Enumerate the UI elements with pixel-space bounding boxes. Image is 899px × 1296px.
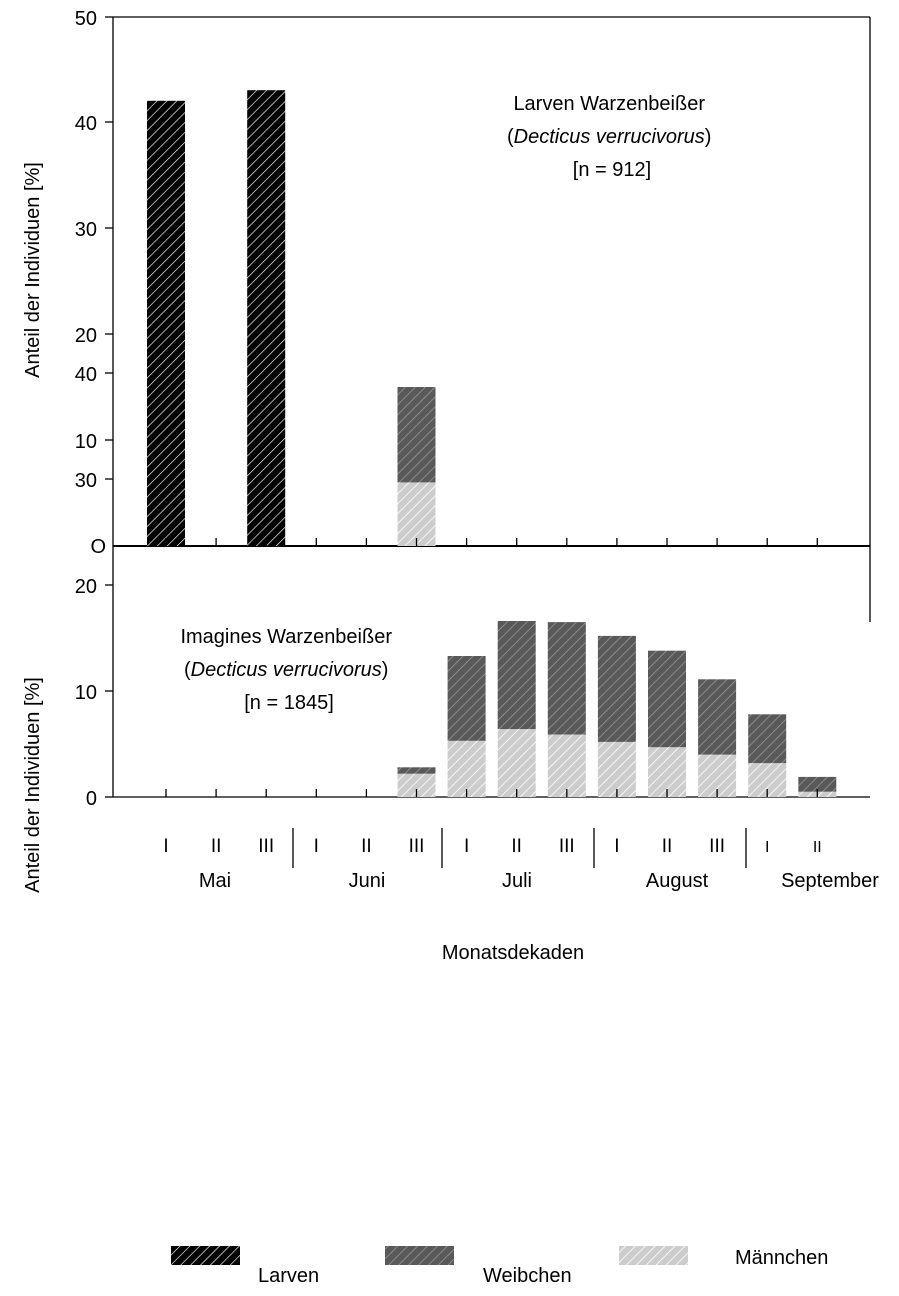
bottom-annotation-n: [n = 1845] — [244, 692, 334, 714]
x-decade-label: III — [409, 836, 425, 857]
bar-larven — [247, 90, 286, 546]
legend-swatch-maennchen — [619, 1246, 688, 1265]
x-decade-label: I — [464, 836, 469, 857]
month-labels: Mai Juni Juli August September — [199, 870, 879, 892]
y-tick-label: 10 — [75, 682, 97, 704]
x-decade-label: I — [314, 836, 319, 857]
bar-weibchen — [547, 622, 586, 735]
y-tick-label: 30 — [75, 470, 97, 492]
top-annotation-species: Decticus verrucivorus — [514, 126, 705, 148]
bar-maennchen — [648, 747, 686, 797]
top-y-axis-label: Anteil der Individuen [%] — [22, 162, 44, 378]
month-label: September — [781, 870, 879, 892]
legend-swatch-weibchen — [385, 1246, 454, 1265]
y-tick-label-zero: O — [90, 536, 106, 558]
bottom-annotation: Imagines Warzenbeißer (Decticus verruciv… — [180, 626, 397, 714]
top-y-tick-labels: 50 40 30 20 10 O — [75, 8, 106, 558]
x-decade-label: II — [361, 836, 372, 857]
bar-weibchen — [798, 776, 837, 792]
bar-maennchen — [597, 741, 636, 797]
top-annotation: Larven Warzenbeißer (Decticus verrucivor… — [507, 93, 717, 181]
y-tick-label: 10 — [75, 431, 97, 453]
x-decade-label: II — [511, 836, 522, 857]
bar-weibchen — [748, 714, 787, 764]
bottom-y-tick-labels: 0 10 20 30 40 — [75, 364, 97, 810]
month-label: Juli — [502, 870, 532, 892]
top-panel-frame — [112, 16, 871, 546]
y-tick-label: 20 — [75, 325, 97, 347]
top-y-ticks — [105, 16, 113, 441]
bottom-bars — [397, 621, 837, 797]
x-decade-label: I — [163, 836, 168, 857]
bar-weibchen — [447, 656, 486, 741]
legend-label-maennchen: Männchen — [735, 1247, 828, 1269]
x-decade-label: III — [559, 836, 575, 857]
y-tick-label: 30 — [75, 219, 97, 241]
y-tick-label: 40 — [75, 113, 97, 135]
legend-swatch-larven — [171, 1246, 240, 1265]
x-decade-label: I — [614, 836, 619, 857]
bar-weibchen — [497, 621, 536, 730]
bar-larven — [147, 100, 185, 547]
bottom-panel-frame — [112, 545, 871, 798]
bottom-annotation-species: Decticus verrucivorus — [191, 659, 382, 681]
bottom-annotation-line1: Imagines Warzenbeißer — [180, 626, 392, 648]
bar-maennchen — [397, 482, 436, 546]
y-tick-label: 0 — [86, 788, 97, 810]
x-decade-label: III — [709, 836, 725, 857]
bar-weibchen — [397, 387, 436, 483]
bar-weibchen — [397, 767, 436, 774]
x-decade-label: III — [258, 836, 274, 857]
x-decade-label: II — [211, 836, 222, 857]
legend-label-larven: Larven — [258, 1265, 319, 1287]
top-bars — [147, 90, 436, 547]
month-label: Mai — [199, 870, 231, 892]
bar-weibchen — [698, 679, 737, 755]
x-decade-label: II — [813, 839, 822, 856]
month-separators — [292, 828, 747, 868]
bottom-annotation-paren-open: ( — [184, 659, 191, 681]
x-decade-label: II — [662, 836, 673, 857]
bottom-y-axis-label: Anteil der Individuen [%] — [22, 677, 44, 893]
x-axis-label: Monatsdekaden — [442, 942, 584, 964]
top-annotation-n: [n = 912] — [573, 159, 651, 181]
bottom-annotation-paren-close: ) — [382, 659, 389, 681]
y-tick-label: 40 — [75, 364, 97, 386]
legend: Larven Weibchen Männchen — [171, 1246, 828, 1287]
x-axis-ticks — [165, 538, 818, 797]
legend-label-weibchen: Weibchen — [483, 1265, 572, 1287]
bar-weibchen — [597, 635, 636, 742]
y-tick-label: 20 — [75, 576, 97, 598]
x-decade-labels: I II III I II III I II III I II III I II — [163, 836, 821, 857]
bar-maennchen — [547, 734, 586, 797]
month-label: Juni — [349, 870, 386, 892]
top-annotation-paren-open: ( — [507, 126, 514, 148]
bar-maennchen — [397, 773, 436, 797]
bar-maennchen — [497, 729, 536, 797]
month-label: August — [646, 870, 709, 892]
bar-maennchen — [447, 740, 486, 797]
y-tick-label: 50 — [75, 8, 97, 30]
x-decade-label: I — [765, 839, 769, 856]
bar-weibchen — [648, 650, 686, 748]
top-annotation-line1: Larven Warzenbeißer — [513, 93, 705, 115]
top-annotation-paren-close: ) — [705, 126, 712, 148]
bottom-y-ticks — [105, 372, 113, 798]
